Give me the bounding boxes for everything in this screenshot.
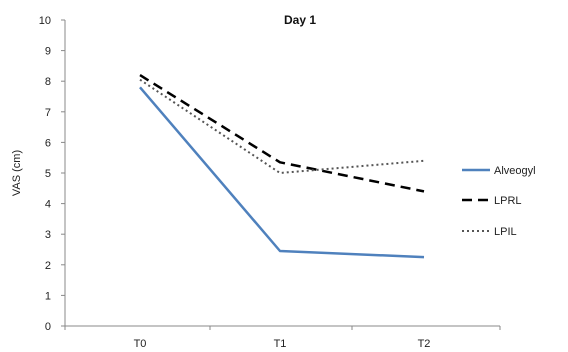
y-tick-label: 0 [45, 321, 51, 333]
y-tick-label: 2 [45, 260, 51, 272]
y-tick-label: 4 [45, 199, 51, 211]
series-line-lpil [139, 78, 425, 174]
x-tick-label: T1 [274, 338, 287, 350]
y-tick-label: 10 [39, 15, 51, 27]
y-axis-label: VAS (cm) [11, 150, 23, 196]
series-lines [139, 74, 425, 259]
chart-title: Day 1 [284, 13, 316, 27]
legend-label-lprl: LPRL [494, 195, 522, 207]
y-tick-label: 7 [45, 107, 51, 119]
legend-label-alveogyl: Alveogyl [494, 165, 536, 177]
legend: Alveogyl LPRL LPIL [462, 165, 536, 238]
x-tick-label: T0 [134, 338, 147, 350]
y-tick-label: 9 [45, 46, 51, 58]
y-tick-label: 5 [45, 168, 51, 180]
x-tick-label: T2 [418, 338, 431, 350]
series-line-alveogyl [139, 86, 425, 259]
y-tick-label: 8 [45, 76, 51, 88]
y-tick-label: 3 [45, 229, 51, 241]
y-tick-label: 6 [45, 137, 51, 149]
series-line-lprl [139, 74, 425, 193]
x-ticks: T0 T1 T2 [64, 326, 501, 350]
y-ticks: 0 1 2 3 4 5 6 7 8 9 10 [39, 15, 65, 333]
y-tick-label: 1 [45, 290, 51, 302]
legend-label-lpil: LPIL [494, 226, 517, 238]
